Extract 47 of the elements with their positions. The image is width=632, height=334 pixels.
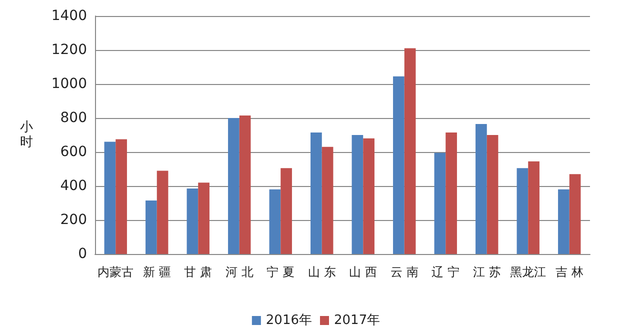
bar xyxy=(393,76,404,254)
x-tick-label: 吉 林 xyxy=(555,265,584,279)
bar xyxy=(363,138,374,254)
x-tick-label: 河 北 xyxy=(225,265,254,279)
x-tick-label: 山 东 xyxy=(308,265,336,279)
y-tick-label: 800 xyxy=(60,110,87,126)
y-tick-label: 1400 xyxy=(51,8,87,24)
bar xyxy=(322,146,334,254)
bar xyxy=(476,124,487,254)
bar xyxy=(156,170,168,254)
legend-label: 2016年 xyxy=(266,313,312,328)
x-tick-label: 新 疆 xyxy=(142,265,171,279)
bar xyxy=(434,152,446,254)
bar xyxy=(280,168,292,254)
x-tick-label: 山 西 xyxy=(349,265,378,279)
y-tick-label: 600 xyxy=(60,144,87,160)
bar xyxy=(146,200,157,254)
bar xyxy=(104,142,116,254)
bar xyxy=(569,174,581,254)
y-tick-label: 1200 xyxy=(51,42,87,58)
bar xyxy=(186,188,198,254)
bar xyxy=(310,132,322,254)
x-tick-label: 云 南 xyxy=(390,265,418,279)
y-tick-label: 0 xyxy=(78,246,87,262)
bar xyxy=(486,135,498,254)
bar xyxy=(558,189,570,254)
x-tick-label: 辽 宁 xyxy=(432,265,460,279)
bar xyxy=(116,139,127,254)
y-axis-title: 小时 xyxy=(20,120,33,150)
x-tick-label: 宁 夏 xyxy=(266,265,295,279)
x-tick-label: 黑龙江 xyxy=(510,265,546,279)
legend-label: 2017年 xyxy=(334,313,380,328)
bar xyxy=(269,189,281,254)
bar xyxy=(228,118,240,254)
bar xyxy=(198,182,210,254)
x-tick-label: 甘 肃 xyxy=(184,265,212,279)
x-tick-label: 内蒙古 xyxy=(98,265,134,279)
x-tick-label: 江 苏 xyxy=(472,265,501,279)
y-tick-label: 200 xyxy=(60,212,87,228)
bar xyxy=(239,115,251,254)
bar xyxy=(352,135,364,254)
y-tick-label: 1000 xyxy=(51,76,87,92)
y-tick-label: 400 xyxy=(60,178,87,194)
bar xyxy=(516,168,528,254)
bar xyxy=(446,132,457,254)
bar xyxy=(528,161,540,254)
bar xyxy=(404,48,416,254)
